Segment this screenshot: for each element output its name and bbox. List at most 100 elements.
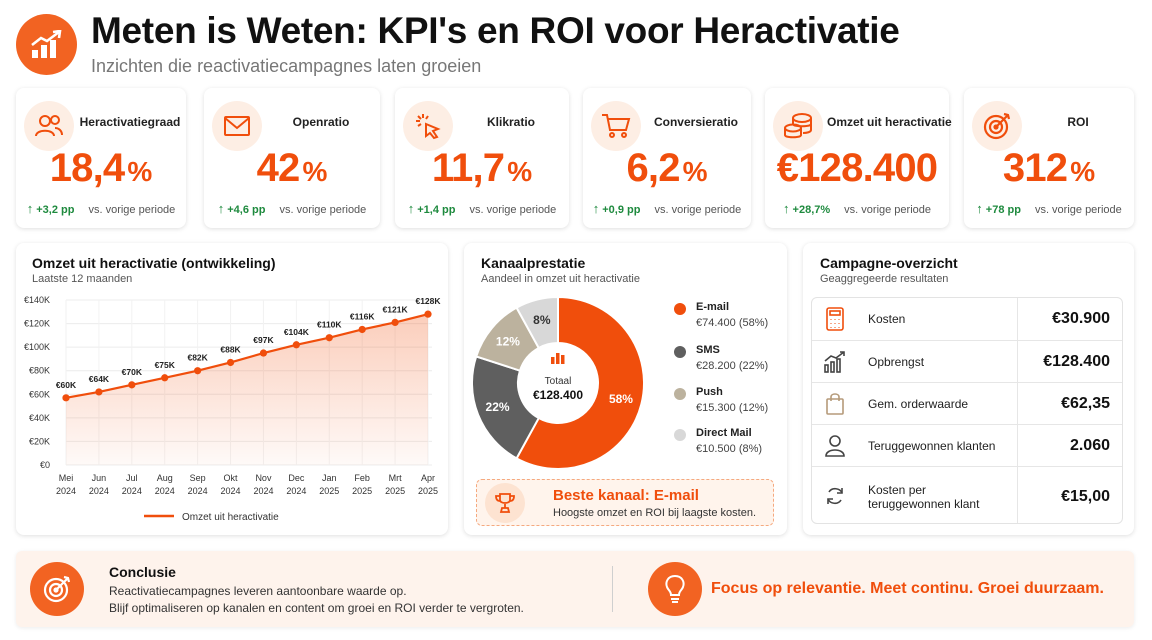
kpi-card-roi: ROI 312% ↑ +78 pp vs. vorige periode	[964, 88, 1134, 228]
slice-label: 12%	[496, 335, 520, 349]
x-tick-label: Nov	[255, 473, 272, 483]
donut-slice	[471, 355, 541, 460]
x-tick-year: 2025	[385, 486, 405, 496]
x-tick-label: Aug	[157, 473, 173, 483]
x-tick-label: Mei	[59, 473, 74, 483]
y-tick-label: €0	[40, 460, 50, 470]
x-tick-year: 2025	[418, 486, 438, 496]
y-tick-label: €140K	[24, 295, 50, 305]
donut-center-value: €128.400	[533, 388, 583, 402]
y-tick-label: €100K	[24, 342, 50, 352]
x-tick-label: Apr	[421, 473, 435, 483]
kpi-label: ROI	[1067, 115, 1089, 129]
series-line	[65, 313, 429, 399]
refresh-icon	[820, 484, 850, 508]
row-value: €30.900	[1017, 298, 1122, 340]
conclusion-bar: Conclusie Reactivatiecampagnes leveren a…	[16, 551, 1134, 627]
x-tick-year: 2025	[319, 486, 339, 496]
legend-dot	[674, 346, 686, 358]
row-label: Teruggewonnen klanten	[868, 439, 996, 453]
data-label: €104K	[284, 327, 310, 337]
slogan: Focus op relevantie. Meet continu. Groei…	[711, 580, 1104, 597]
row-value: €128.400	[1017, 341, 1122, 383]
table-row: Kosten €30.900	[812, 298, 1122, 340]
target-icon	[972, 101, 1022, 151]
area-fill	[66, 314, 428, 465]
kpi-value: 11,7%	[431, 146, 533, 190]
arrow-up-icon: ↑	[782, 201, 790, 216]
kpi-label: Openratio	[292, 115, 350, 129]
x-tick-year: 2024	[56, 486, 76, 496]
kpi-delta: ↑ +28,7% vs. vorige periode	[782, 201, 931, 216]
y-tick-label: €80K	[29, 366, 50, 376]
conclusion-line-2: Blijf optimaliseren op kanalen en conten…	[109, 601, 524, 615]
growth-bars-icon	[820, 350, 850, 374]
x-tick-label: Okt	[224, 473, 239, 483]
shopping-cart-icon	[591, 101, 641, 151]
growth-chart-icon	[16, 14, 77, 75]
x-tick-label: Feb	[354, 473, 370, 483]
channel-panel: Kanaalprestatie Aandeel in omzet uit her…	[464, 243, 787, 535]
x-tick-label: Jun	[92, 473, 107, 483]
x-tick-year: 2024	[221, 486, 241, 496]
data-label: €121K	[383, 304, 409, 314]
arrow-up-icon: ↑	[217, 201, 225, 216]
kpi-card-conversieratio: Conversieratio 6,2% ↑ +0,9 pp vs. vorige …	[583, 88, 751, 228]
shopping-bag-icon	[820, 392, 850, 416]
page-subtitle: Inzichten die reactivatiecampagnes laten…	[91, 56, 482, 76]
x-tick-year: 2024	[286, 486, 306, 496]
channel-donut-chart: 58% 22% 12% 8% Totaal€128.400	[471, 295, 645, 470]
kpi-label: Conversieratio	[653, 115, 739, 129]
target-icon	[30, 562, 84, 616]
kpi-label: Heractivatiegraad	[79, 115, 181, 129]
data-point	[292, 341, 300, 349]
legend-dot	[674, 303, 686, 315]
data-point	[95, 388, 103, 396]
data-label: €60K	[56, 380, 77, 390]
slice-label: 8%	[533, 313, 551, 327]
kpi-value: €128.400	[776, 146, 938, 190]
overview-title: Campagne-overzicht	[820, 255, 958, 271]
user-icon	[820, 434, 850, 458]
center-bar	[556, 353, 560, 364]
y-tick-label: €120K	[24, 319, 50, 329]
overview-subtitle: Geaggregeerde resultaten	[820, 273, 949, 285]
kpi-delta: ↑ +3,2 pp vs. vorige periode	[26, 201, 176, 216]
conclusion-line-1: Reactivatiecampagnes leveren aantoonbare…	[109, 584, 407, 598]
revenue-subtitle: Laatste 12 maanden	[32, 273, 133, 285]
y-tick-label: €40K	[29, 413, 50, 423]
x-tick-year: 2024	[253, 486, 273, 496]
y-tick-label: €60K	[29, 389, 50, 399]
best-channel-title: Beste kanaal: E-mail	[553, 487, 699, 504]
table-row: Kosten per teruggewonnen klant €15,00	[812, 466, 1122, 523]
data-point	[128, 381, 136, 389]
data-point	[325, 334, 333, 342]
center-bar	[551, 357, 555, 364]
x-tick-label: Jul	[126, 473, 138, 483]
row-value: €15,00	[1017, 467, 1122, 523]
x-tick-label: Sep	[190, 473, 206, 483]
kpi-delta: ↑ +4,6 pp vs. vorige periode	[217, 201, 367, 216]
data-label: €75K	[155, 360, 176, 370]
kpi-delta: ↑ +78 pp vs. vorige periode	[976, 201, 1122, 216]
row-label: Kosten	[868, 312, 906, 326]
calculator-icon	[820, 307, 850, 331]
x-tick-label: Mrt	[389, 473, 402, 483]
y-tick-label: €20K	[29, 436, 50, 446]
kpi-card-klikratio: Klikratio 11,7% ↑ +1,4 pp vs. vorige peri…	[395, 88, 569, 228]
x-tick-year: 2024	[188, 486, 208, 496]
arrow-up-icon: ↑	[592, 201, 600, 216]
row-value: €62,35	[1017, 383, 1122, 425]
kpi-delta: ↑ +1,4 pp vs. vorige periode	[407, 201, 557, 216]
data-label: €82K	[187, 353, 208, 363]
legend-dot	[674, 388, 686, 400]
envelope-icon	[212, 101, 262, 151]
kpi-value: 18,4%	[49, 146, 153, 190]
channel-subtitle: Aandeel in omzet uit heractivatie	[481, 273, 640, 285]
kpi-label: Klikratio	[486, 115, 535, 129]
table-row: Gem. orderwaarde €62,35	[812, 382, 1122, 425]
users-icon	[24, 101, 74, 151]
arrow-up-icon: ↑	[407, 201, 415, 216]
kpi-value: 312%	[1002, 146, 1096, 190]
overview-table: Kosten €30.900 Opbrengst €128.400 Gem. o…	[811, 297, 1123, 524]
